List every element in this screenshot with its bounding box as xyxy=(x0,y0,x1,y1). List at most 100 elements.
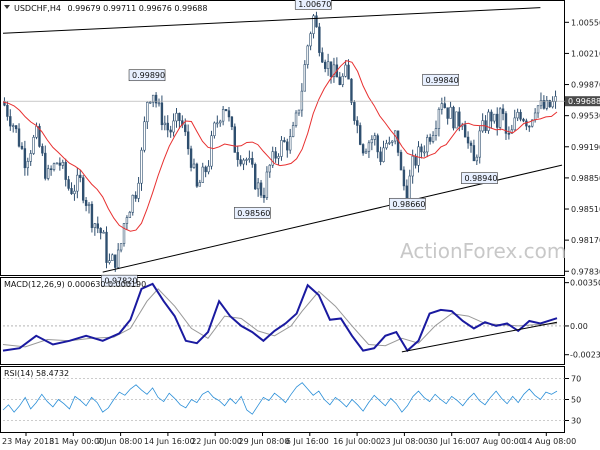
time-tick-label: 22 Jun 00:00 xyxy=(191,437,242,446)
candle-body xyxy=(17,128,21,147)
candle-body xyxy=(46,168,50,179)
candle-body xyxy=(385,142,388,149)
candle-body xyxy=(510,129,514,134)
candle-body xyxy=(332,64,336,77)
candle-body xyxy=(96,223,99,229)
candle-body xyxy=(268,164,271,173)
candle-body xyxy=(6,104,9,117)
candle-body xyxy=(525,120,528,127)
candle-body xyxy=(417,146,420,166)
candle-body xyxy=(76,174,79,192)
candle-body xyxy=(341,75,344,85)
macd-layer: 0.003505 0.00 -0.002328 xyxy=(2,279,600,360)
candle-body xyxy=(207,165,210,173)
candle-body xyxy=(391,140,394,143)
candle-body xyxy=(90,203,94,228)
candle-body xyxy=(166,122,169,131)
candle-body xyxy=(248,158,251,160)
time-tick-label: 7 Jun 08:00 xyxy=(97,437,143,446)
candle-body xyxy=(146,102,149,123)
candle-body xyxy=(312,15,315,34)
candle-body xyxy=(114,254,117,268)
candle-body xyxy=(528,125,531,128)
candle-body xyxy=(280,140,283,157)
candle-body xyxy=(487,111,490,131)
candle-body xyxy=(361,144,365,154)
candle-body xyxy=(531,119,534,127)
candle-body xyxy=(323,61,327,69)
candle-body xyxy=(128,211,132,218)
candle-body xyxy=(221,109,225,122)
candle-body xyxy=(321,52,324,63)
rsi-label: RSI(14) 58.4732 xyxy=(4,369,69,378)
candle-body xyxy=(347,64,350,80)
candle-body xyxy=(370,139,374,144)
price-callout-box xyxy=(128,69,166,82)
candle-body xyxy=(189,148,193,168)
candle-body xyxy=(388,142,391,144)
candle-body xyxy=(134,194,137,199)
candle-body xyxy=(437,108,441,129)
candle-body xyxy=(233,126,237,153)
candle-body xyxy=(455,111,458,129)
macd-panel-frame xyxy=(0,277,565,365)
candle-body xyxy=(198,182,202,187)
candle-body xyxy=(163,122,167,126)
candle-body xyxy=(440,103,444,110)
candle-body xyxy=(329,61,333,77)
candle-body xyxy=(507,133,511,135)
candle-body xyxy=(186,131,190,150)
candle-body xyxy=(154,94,158,104)
candle-body xyxy=(283,140,286,143)
candle-body xyxy=(64,162,67,180)
candle-body xyxy=(262,194,266,199)
candle-body xyxy=(265,171,269,199)
candle-body xyxy=(195,163,199,187)
rsi-layer: 70 50 30 xyxy=(2,375,581,426)
candle-body xyxy=(61,162,64,166)
candle-body xyxy=(551,101,554,108)
price-callout-label: 1.00670 xyxy=(298,0,331,9)
macd-label: MACD(12,26,9) 0.000630 0.000190 xyxy=(4,280,146,289)
candle-body xyxy=(498,108,502,128)
candle-body xyxy=(318,26,321,53)
candle-body xyxy=(210,135,213,167)
candle-body xyxy=(402,169,406,187)
candle-body xyxy=(137,182,140,199)
current-price-badge xyxy=(565,96,600,107)
macd-tick-label: 0.00 xyxy=(570,322,588,331)
current-price-label: 0.99688 xyxy=(568,97,600,106)
time-tick-label: 29 Jun 08:00 xyxy=(239,437,290,446)
candle-body xyxy=(169,129,172,133)
time-tick-label: 23 May 2018 xyxy=(2,437,54,446)
candle-body xyxy=(157,102,161,105)
candlestick-series xyxy=(3,11,557,272)
candle-body xyxy=(151,94,155,103)
candle-body xyxy=(93,223,97,228)
macd-tick-label: -0.002328 xyxy=(570,351,600,360)
candle-body xyxy=(81,177,85,201)
moving-average-line xyxy=(2,60,558,232)
candle-body xyxy=(356,120,359,126)
candle-body xyxy=(533,112,537,121)
candle-body xyxy=(478,130,481,158)
candle-body xyxy=(399,152,403,171)
candle-body xyxy=(87,203,91,206)
price-tick-label: 1.00550 xyxy=(571,18,600,27)
candle-body xyxy=(192,163,196,168)
candle-body xyxy=(496,113,499,128)
macd-trendline xyxy=(401,321,558,353)
candle-body xyxy=(160,102,164,126)
candle-body xyxy=(516,111,519,119)
candle-body xyxy=(49,168,53,171)
rsi-tick-label: 70 xyxy=(571,375,581,384)
candle-body xyxy=(303,64,306,92)
candle-body xyxy=(26,161,29,169)
candle-body xyxy=(204,166,207,173)
